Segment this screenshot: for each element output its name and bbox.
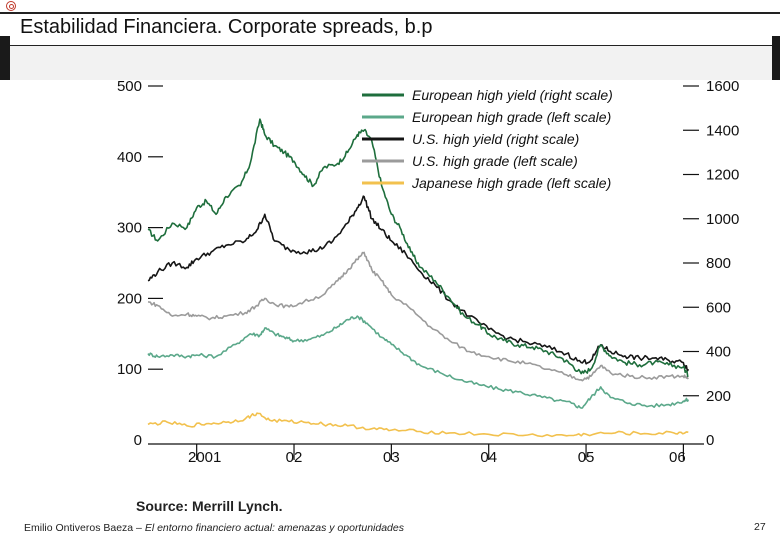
x-tick-label: 03 [383,449,400,466]
series-line-4 [147,412,689,438]
footer-text: Emilio Ontiveros Baeza – El entorno fina… [24,522,404,534]
source-note: Source: Merrill Lynch. [136,498,283,514]
legend-label: U.S. high grade (left scale) [412,153,578,169]
x-tick-label: 2001 [188,449,221,466]
x-tick-label: 04 [480,449,497,466]
legend: European high yield (right scale) Europea… [362,87,613,191]
right-tick-label: 800 [706,255,731,272]
top-rule [0,12,780,14]
series-line-1 [147,315,690,409]
series-layer [147,118,690,438]
slide-title: Estabilidad Financiera. Corporate spread… [20,16,433,38]
x-tick-label: 06 [669,449,686,466]
x-tick-label: 05 [578,449,595,466]
right-tick-label: 0 [706,432,714,449]
left-tick-label: 0 [134,432,142,449]
right-tick-label: 1000 [706,211,739,228]
left-tick-label: 500 [117,78,142,95]
series-line-0 [147,118,689,378]
legend-label: European high yield (right scale) [412,87,613,103]
series-line-2 [147,195,690,372]
page-number: 27 [754,521,766,533]
right-tick-label: 1600 [706,78,739,95]
left-tick-label: 100 [117,361,142,378]
legend-label: European high grade (left scale) [412,109,611,125]
title-box: Estabilidad Financiera. Corporate spread… [10,14,772,46]
frame-bar-left [0,36,10,80]
right-tick-label: 600 [706,299,731,316]
legend-label: U.S. high yield (right scale) [412,131,579,147]
right-tick-label: 400 [706,344,731,361]
left-tick-label: 300 [117,220,142,237]
right-tick-label: 200 [706,388,731,405]
footer-subtitle: El entorno financiero actual: amenazas y… [144,522,404,534]
left-tick-label: 400 [117,149,142,166]
right-tick-label: 1200 [706,167,739,184]
left-axis: 0 100 200 300 400 500 [117,78,163,449]
logo-icon [6,1,16,11]
x-tick-label: 02 [286,449,303,466]
series-line-3 [147,251,689,382]
x-axis: 2001 02 03 04 05 06 [148,443,704,466]
legend-label: Japanese high grade (left scale) [411,175,611,191]
footer-author: Emilio Ontiveros Baeza – [24,522,145,534]
right-tick-label: 1400 [706,122,739,139]
frame-bar-right [772,36,780,80]
title-underlay [10,46,772,80]
right-axis: 0 200 400 600 800 1000 1200 1400 1600 [683,78,739,449]
left-tick-label: 200 [117,290,142,307]
